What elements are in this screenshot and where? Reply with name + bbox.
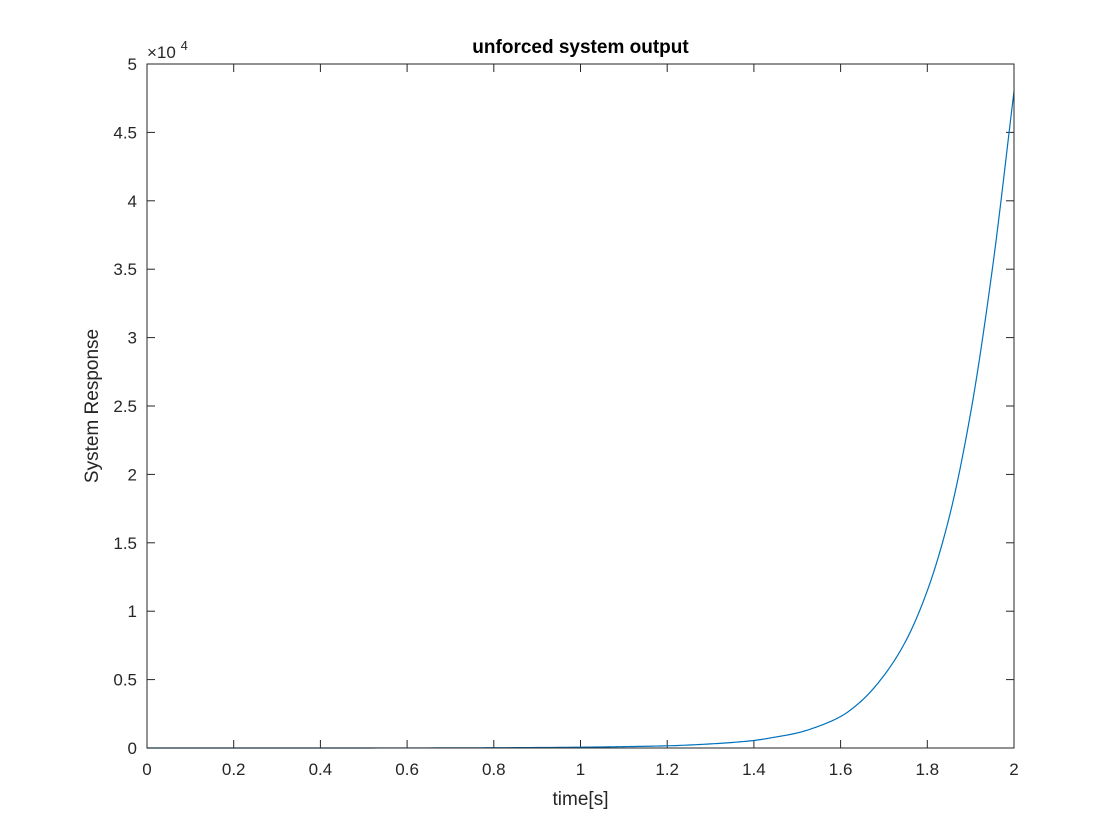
plot-area-frame bbox=[146, 63, 1015, 749]
x-tick-label: 0.8 bbox=[482, 760, 506, 779]
y-tick-label: 4.5 bbox=[113, 123, 137, 142]
x-tick-label: 0 bbox=[142, 760, 151, 779]
y-tick-label: 0 bbox=[128, 739, 137, 758]
y-tick-label: 5 bbox=[128, 55, 137, 74]
y-tick-label: 3.5 bbox=[113, 260, 137, 279]
x-tick-label: 1 bbox=[576, 760, 585, 779]
y-tick-labels: 0 0.5 1 1.5 2 2.5 3 3.5 4 4.5 5 bbox=[113, 55, 137, 758]
x-tick-label: 0.4 bbox=[309, 760, 333, 779]
y-axis-exponent: ×10 4 bbox=[147, 38, 188, 62]
x-tick-label: 0.2 bbox=[222, 760, 246, 779]
x-tick-label: 1.6 bbox=[829, 760, 853, 779]
x-tick-label: 2 bbox=[1009, 760, 1018, 779]
y-axis-exponent-base: ×10 bbox=[147, 43, 176, 62]
x-tick-label: 0.6 bbox=[395, 760, 419, 779]
x-tick-label: 1.8 bbox=[915, 760, 939, 779]
x-tick-label: 1.2 bbox=[655, 760, 679, 779]
y-tick-label: 0.5 bbox=[113, 671, 137, 690]
y-axis-label: System Response bbox=[82, 329, 103, 483]
x-axis-label: time[s] bbox=[553, 789, 609, 810]
y-tick-label: 3 bbox=[128, 329, 137, 348]
plot-area-background bbox=[147, 64, 1014, 748]
y-tick-label: 2.5 bbox=[113, 397, 137, 416]
y-tick-label: 1 bbox=[128, 602, 137, 621]
x-tick-label: 1.4 bbox=[742, 760, 766, 779]
y-tick-label: 1.5 bbox=[113, 534, 137, 553]
y-axis-exponent-power: 4 bbox=[181, 38, 188, 53]
chart-title: unforced system output bbox=[472, 37, 689, 58]
y-tick-label: 4 bbox=[128, 192, 137, 211]
y-tick-label: 2 bbox=[128, 465, 137, 484]
x-tick-labels: 0 0.2 0.4 0.6 0.8 1 1.2 1.4 1.6 1.8 2 bbox=[142, 760, 1018, 779]
